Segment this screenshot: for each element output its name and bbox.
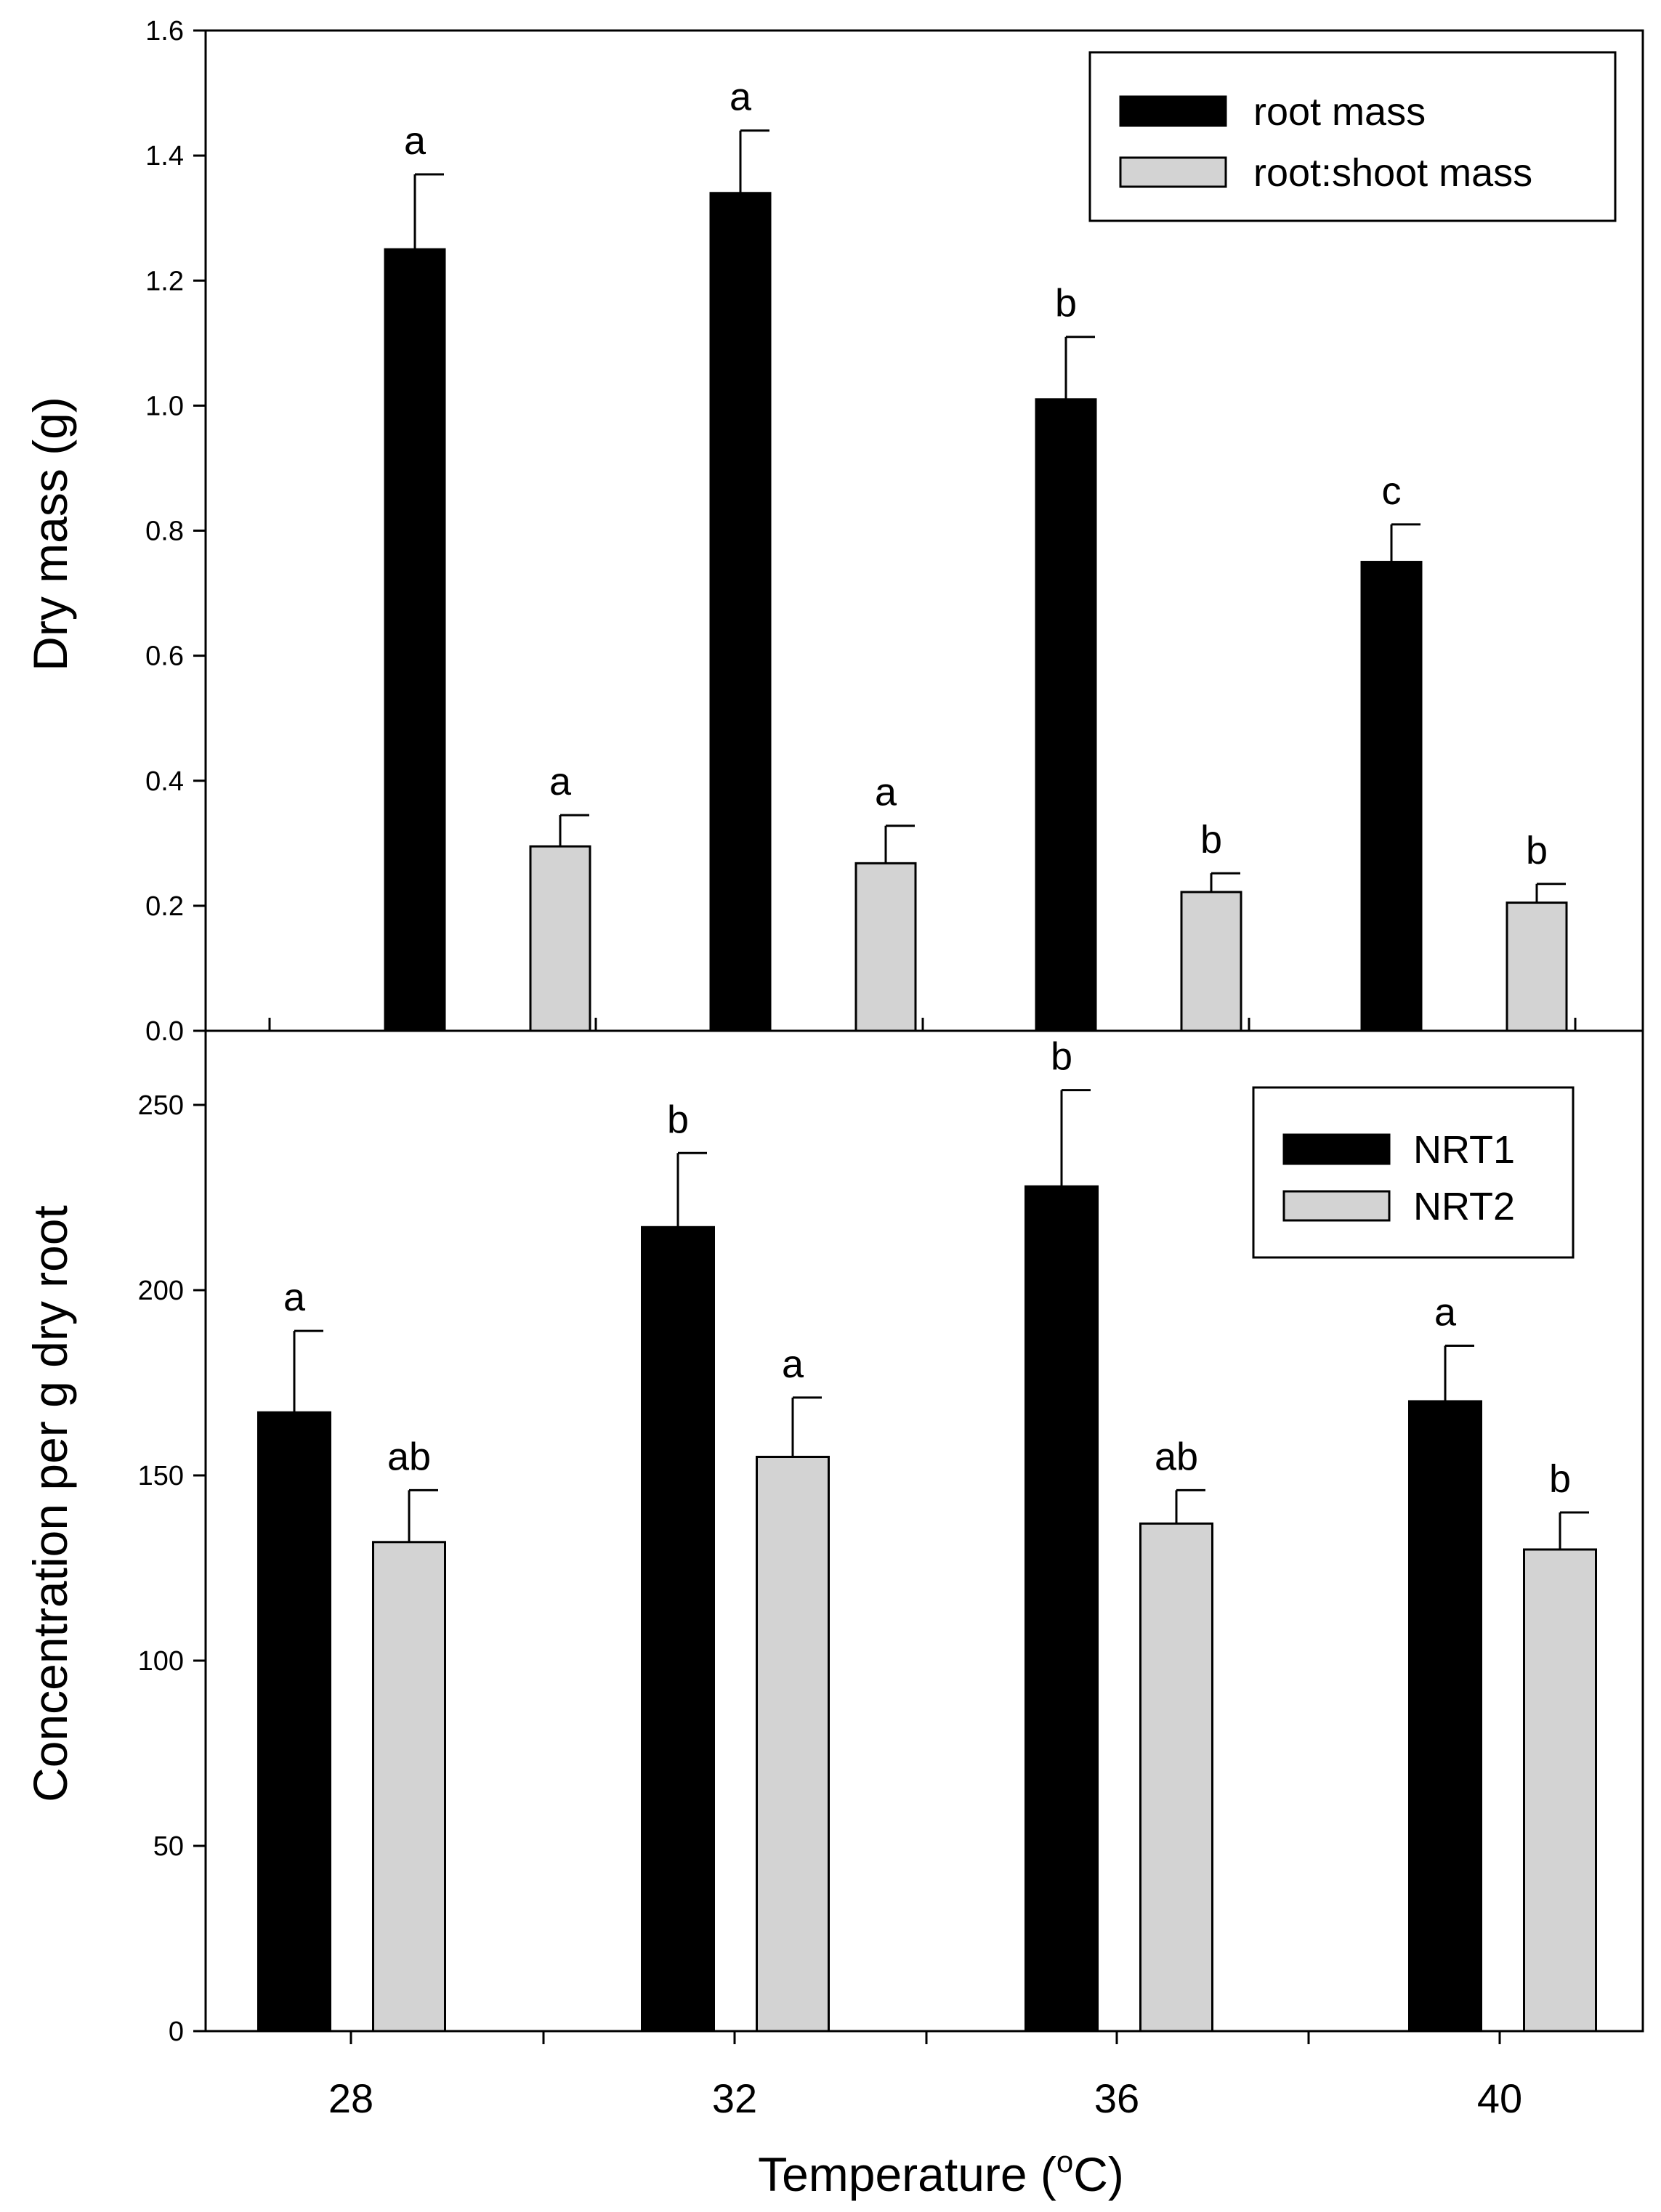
- x-axis-title-suffix: C): [1073, 2147, 1124, 2201]
- top-significance-label: a: [875, 771, 897, 814]
- bottom-bar-nrt1: [257, 1411, 331, 2033]
- bottom-bar-nrt2: [1139, 1522, 1213, 2033]
- bottom-significance-label: ab: [1155, 1435, 1198, 1478]
- bottom-legend-swatch: [1282, 1133, 1391, 1165]
- x-tick-label: 28: [328, 2075, 373, 2121]
- bottom-legend-box: [1252, 1086, 1575, 1259]
- bottom-y-axis-title: Concentration per g dry root: [23, 1205, 77, 1802]
- bottom-y-tick-label: 250: [138, 1090, 184, 1121]
- top-bar-root-mass: [384, 248, 446, 1032]
- top-legend-label: root mass: [1253, 90, 1426, 134]
- bottom-bar-nrt1: [1408, 1400, 1482, 2033]
- top-y-tick-label: 1.4: [145, 141, 184, 171]
- top-significance-label: b: [1526, 829, 1548, 872]
- bottom-bar-nrt2: [756, 1456, 830, 2033]
- top-significance-label: a: [404, 119, 427, 163]
- top-legend-swatch: [1119, 156, 1227, 188]
- top-y-tick-label: 0.2: [145, 891, 184, 922]
- top-y-tick-label: 0.8: [145, 516, 184, 547]
- bottom-significance-label: a: [1434, 1291, 1457, 1334]
- bottom-plot-frame: [204, 1029, 1644, 2033]
- bottom-bar-nrt2: [372, 1541, 446, 2033]
- bottom-significance-label: b: [1051, 1035, 1072, 1079]
- top-bar-root-mass: [1035, 398, 1097, 1032]
- bottom-bar-nrt2: [1523, 1548, 1597, 2033]
- bottom-y-tick-label: 150: [138, 1461, 184, 1491]
- x-tick-label: 40: [1477, 2075, 1522, 2121]
- bottom-bar-nrt1: [641, 1225, 715, 2033]
- top-legend-swatch: [1119, 95, 1227, 127]
- top-bar-root-mass: [1360, 561, 1423, 1032]
- top-y-tick-label: 0.0: [145, 1016, 184, 1047]
- top-legend-box: [1088, 51, 1617, 222]
- bottom-y-tick-label: 50: [153, 1831, 184, 1862]
- top-significance-label: c: [1382, 469, 1402, 513]
- top-bar-root-shoot-mass: [1180, 891, 1242, 1032]
- bottom-y-tick-label: 0: [169, 2017, 184, 2047]
- top-significance-label: b: [1200, 818, 1222, 862]
- x-axis-title-degree: o: [1056, 2144, 1073, 2179]
- top-bar-root-shoot-mass: [1506, 902, 1568, 1032]
- top-significance-label: b: [1055, 282, 1077, 325]
- x-axis-title: Temperature (oC): [758, 2144, 1124, 2201]
- bottom-significance-label: b: [1549, 1457, 1571, 1501]
- top-y-tick-label: 0.6: [145, 641, 184, 672]
- top-bar-root-mass: [709, 192, 772, 1032]
- top-y-tick-label: 1.6: [145, 16, 184, 46]
- top-y-axis-title: Dry mass (g): [23, 397, 77, 671]
- bottom-significance-label: ab: [387, 1435, 431, 1478]
- x-axis-title-prefix: Temperature (: [758, 2147, 1056, 2201]
- x-tick-label: 36: [1094, 2075, 1139, 2121]
- top-y-tick-label: 1.0: [145, 391, 184, 421]
- top-significance-label: a: [549, 760, 572, 803]
- top-legend-label: root:shoot mass: [1253, 151, 1532, 195]
- top-y-tick-label: 1.2: [145, 266, 184, 296]
- bottom-y-tick-label: 200: [138, 1276, 184, 1306]
- bottom-significance-label: a: [782, 1342, 804, 1386]
- bottom-legend-label: NRT1: [1413, 1128, 1515, 1172]
- x-tick-label: 32: [712, 2075, 757, 2121]
- top-bar-root-shoot-mass: [529, 845, 591, 1032]
- bottom-legend-swatch: [1282, 1190, 1391, 1222]
- bottom-significance-label: a: [283, 1276, 306, 1319]
- top-y-tick-label: 0.4: [145, 766, 184, 797]
- top-bar-root-shoot-mass: [854, 862, 917, 1032]
- top-significance-label: a: [730, 76, 752, 119]
- bottom-y-tick-label: 100: [138, 1646, 184, 1677]
- bottom-bar-nrt1: [1025, 1185, 1099, 2033]
- bottom-legend-label: NRT2: [1413, 1185, 1515, 1228]
- bottom-significance-label: b: [667, 1098, 689, 1141]
